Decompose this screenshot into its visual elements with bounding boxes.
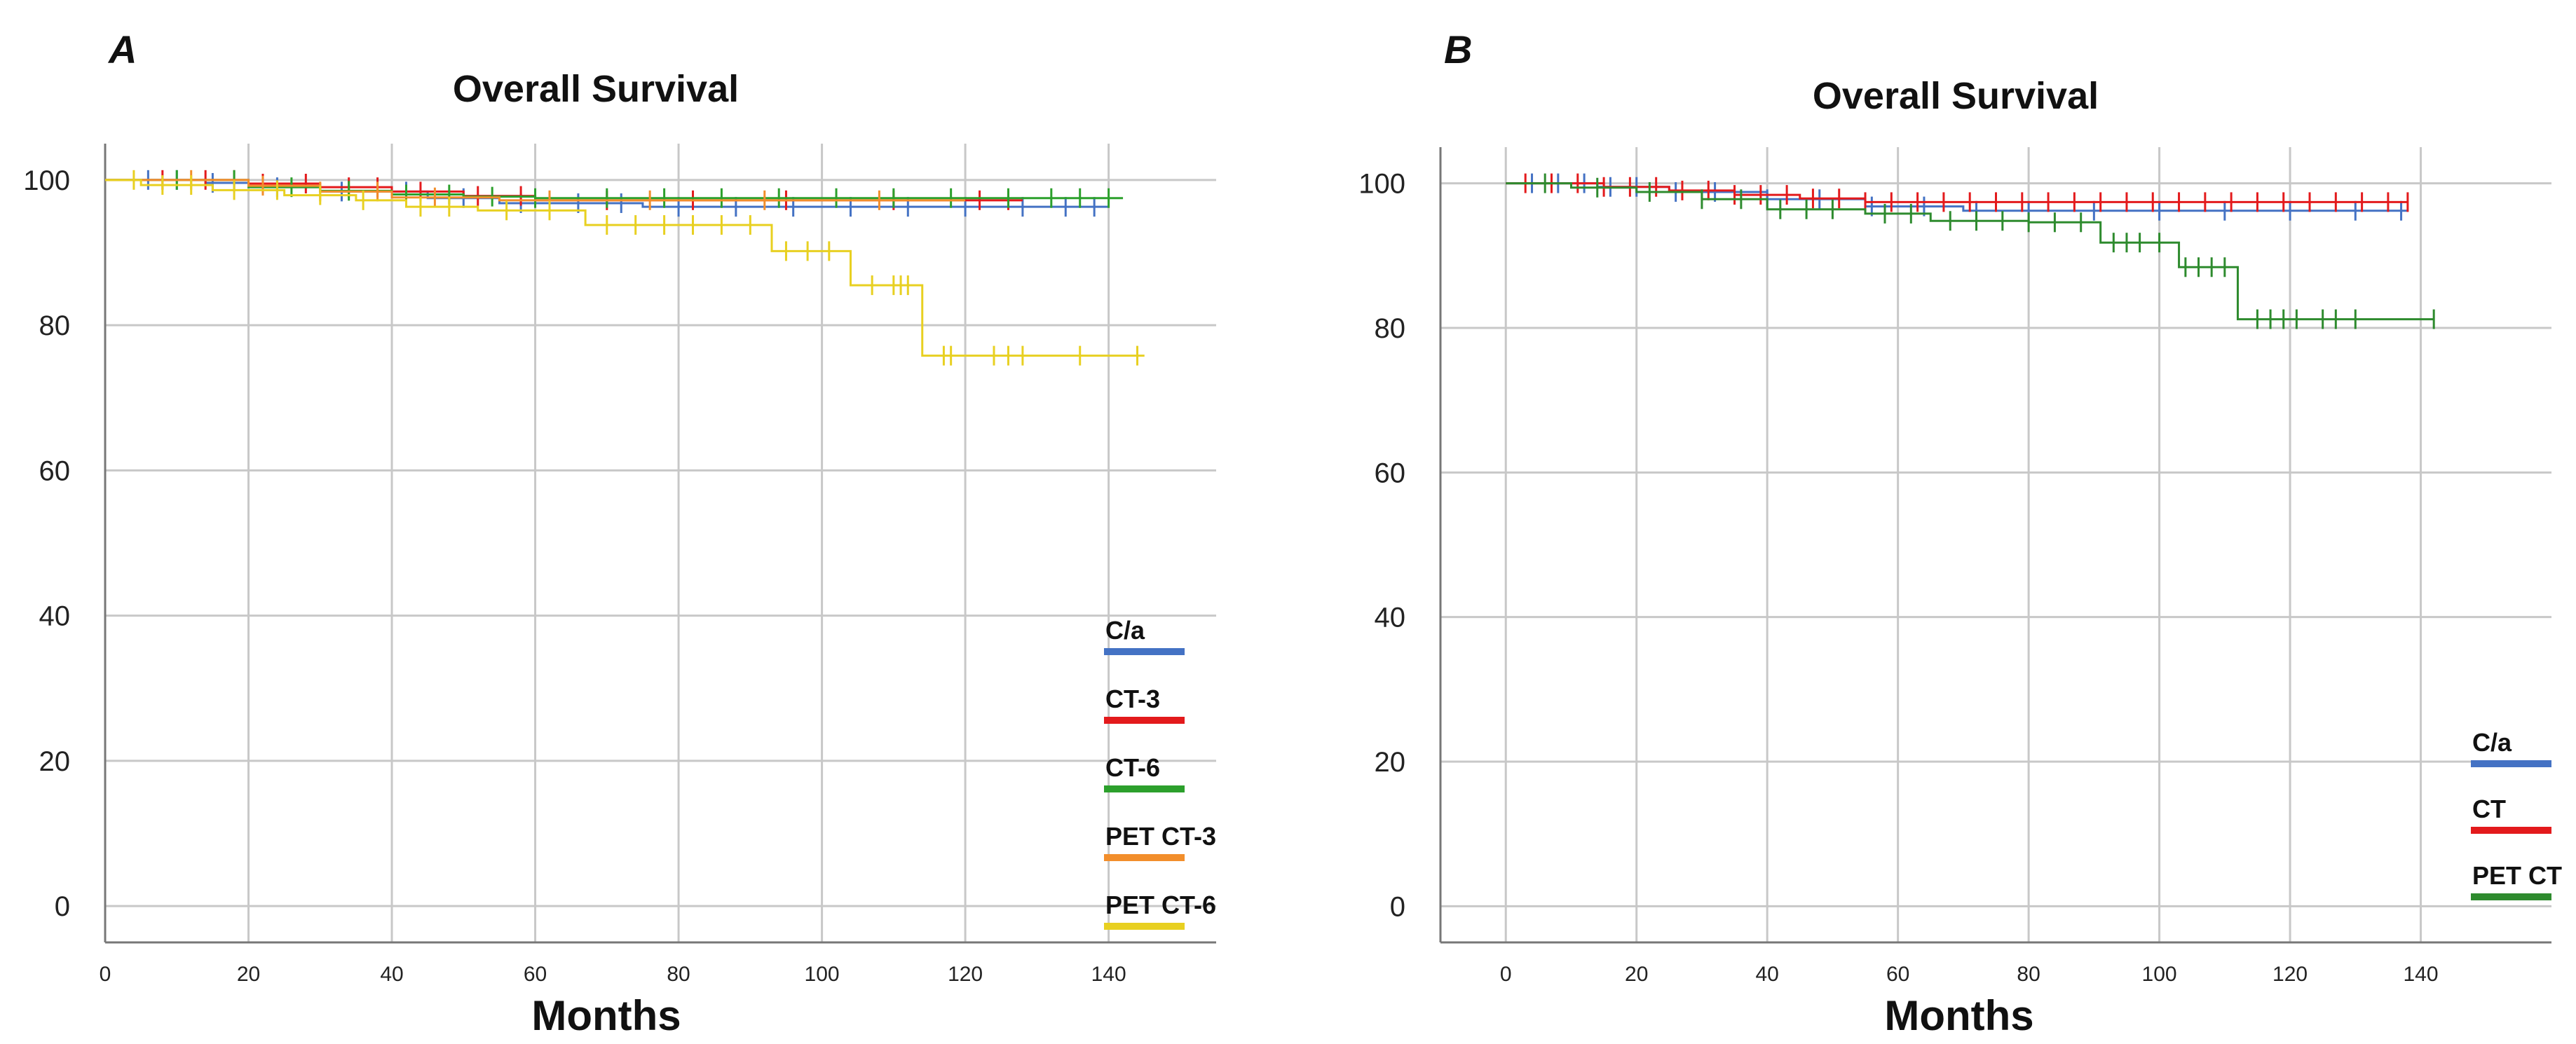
a-legend-label-ct-6: CT-6	[1105, 753, 1160, 782]
panel-b-label: B	[1444, 27, 1472, 71]
b-series-line-pet-ct	[1506, 182, 2434, 321]
a-series-line-pet-ct-3	[105, 179, 966, 202]
a-legend-label-c-a: C/a	[1105, 616, 1145, 645]
b-x-tick-label: 60	[1886, 963, 1909, 986]
panel-b: B Overall Survival 0 20 40 60 80 100 0 20 40 60 80…	[1358, 27, 2562, 1039]
a-legend-label-pet-ct-3: PET CT-3	[1105, 822, 1216, 851]
b-y-tick-label: 20	[1375, 747, 1406, 778]
a-y-tick-label: 0	[55, 891, 70, 922]
b-y-tick-label: 80	[1375, 313, 1406, 344]
panel-b-grid	[1439, 147, 2551, 944]
b-x-tick-label: 0	[1500, 963, 1512, 986]
b-x-tick-label: 120	[2272, 963, 2308, 986]
panel-a-series	[105, 170, 1145, 366]
a-y-tick-label: 20	[39, 746, 71, 777]
panel-b-title: Overall Survival	[1813, 75, 2099, 117]
a-x-tick-label: 60	[524, 963, 547, 986]
b-x-tick-label: 140	[2403, 963, 2438, 986]
b-x-tick-label: 20	[1625, 963, 1648, 986]
a-series-line-pet-ct-6	[105, 179, 1145, 357]
panel-a-grid	[104, 144, 1216, 944]
panel-a-ticks: 0 20 40 60 80 100 0 20 40 60 80 100 120 140	[23, 165, 1126, 986]
b-x-tick-label: 100	[2142, 963, 2177, 986]
a-x-tick-label: 40	[380, 963, 403, 986]
panel-b-ticks: 0 20 40 60 80 100 0 20 40 60 80 100 120 140	[1358, 169, 2438, 986]
a-legend-label-pet-ct-6: PET CT-6	[1105, 891, 1216, 919]
a-x-tick-label: 0	[100, 963, 111, 986]
a-y-tick-label: 40	[39, 601, 71, 632]
a-x-tick-label: 80	[667, 963, 690, 986]
b-legend-label-ct: CT	[2472, 795, 2506, 823]
a-y-tick-label: 80	[39, 310, 71, 341]
a-y-tick-label: 100	[23, 165, 70, 196]
panel-b-series	[1506, 173, 2435, 329]
a-x-tick-label: 100	[805, 963, 840, 986]
b-x-tick-label: 80	[2017, 963, 2040, 986]
panel-a: A Overall Survival 0 20 40 60 80 100 0 20 40 60 80…	[23, 27, 1216, 1039]
panel-a-title: Overall Survival	[453, 68, 739, 110]
b-x-tick-label: 40	[1755, 963, 1778, 986]
b-y-tick-label: 100	[1358, 169, 1405, 200]
a-x-tick-label: 140	[1091, 963, 1126, 986]
a-x-tick-label: 20	[237, 963, 260, 986]
panel-a-legend: C/a CT-3 CT-6 PET CT-3 PET CT-6	[1104, 616, 1216, 930]
a-y-tick-label: 60	[39, 455, 71, 486]
b-y-tick-label: 60	[1375, 458, 1406, 488]
panel-b-legend: C/a CT PET CT	[2471, 728, 2562, 900]
panel-a-x-axis-label: Months	[531, 992, 681, 1039]
b-y-tick-label: 40	[1375, 603, 1406, 633]
b-legend-label-c-a: C/a	[2472, 728, 2512, 757]
panel-b-x-axis-label: Months	[1884, 992, 2033, 1039]
a-x-tick-label: 120	[948, 963, 983, 986]
b-y-tick-label: 0	[1390, 891, 1405, 922]
a-legend-label-ct-3: CT-3	[1105, 685, 1160, 713]
b-legend-label-pet-ct: PET CT	[2472, 861, 2562, 890]
panel-a-label: A	[107, 27, 137, 71]
